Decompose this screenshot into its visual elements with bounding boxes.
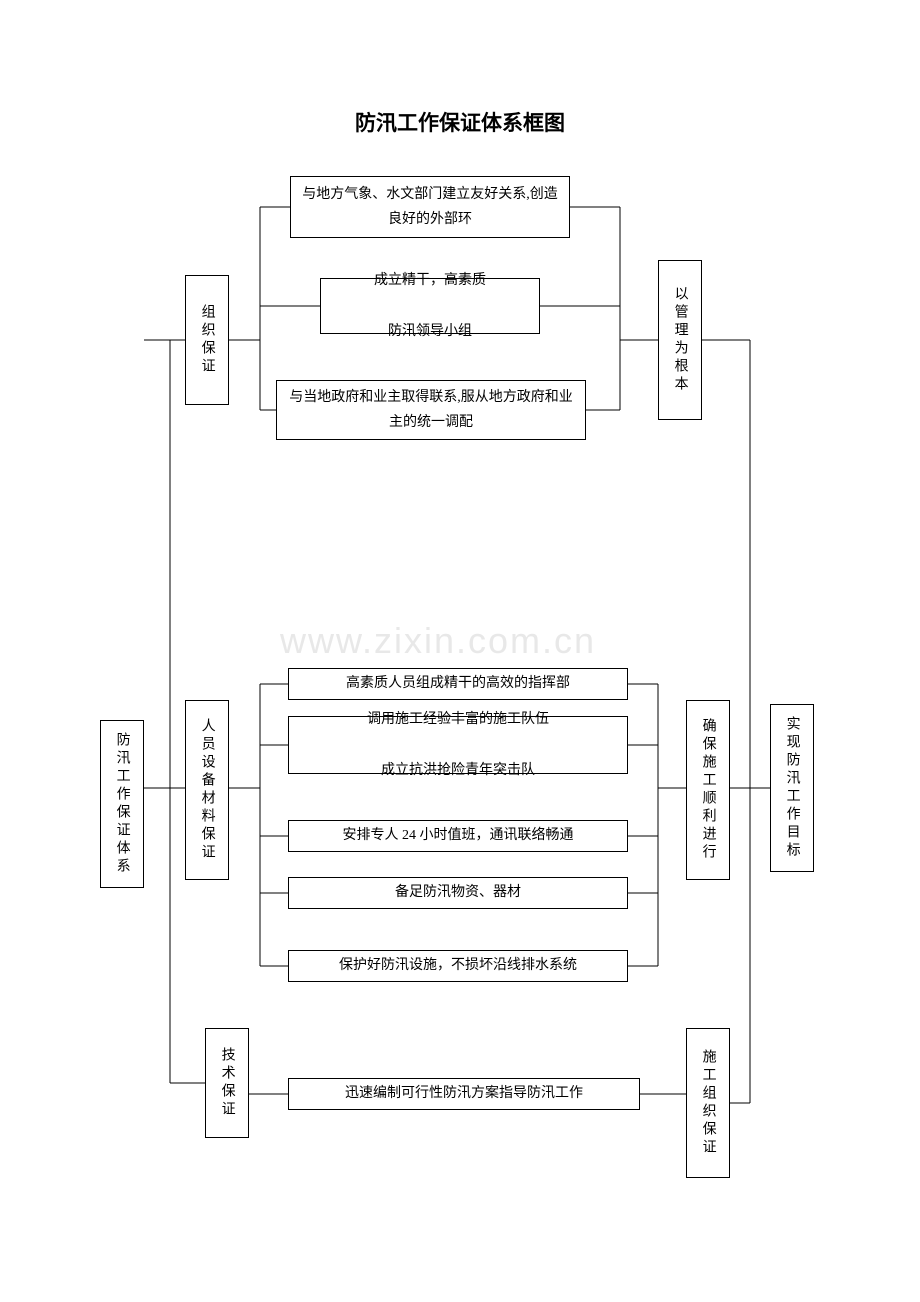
node-org_eff: 以管理为根本 [658, 260, 702, 420]
node-res_n4: 备足防汛物资、器材 [288, 877, 628, 909]
node-res_n3: 安排专人 24 小时值班，通讯联络畅通 [288, 820, 628, 852]
node-org_n2: 成立精干，高素质防汛领导小组 [320, 278, 540, 334]
node-res_n5: 保护好防汛设施，不损坏沿线排水系统 [288, 950, 628, 982]
node-org_n1: 与地方气象、水文部门建立友好关系,创造良好的外部环 [290, 176, 570, 238]
node-res_n2: 调用施工经验丰富的施工队伍成立抗洪抢险青年突击队 [288, 716, 628, 774]
node-res_n1: 高素质人员组成精干的高效的指挥部 [288, 668, 628, 700]
node-org_cat: 组织保证 [185, 275, 229, 405]
node-res_cat: 人员设备材料保证 [185, 700, 229, 880]
page-title: 防汛工作保证体系框图 [0, 107, 920, 137]
node-goal: 实现防汛工作目标 [770, 704, 814, 872]
node-tech_cat: 技术保证 [205, 1028, 249, 1138]
node-tech_n1: 迅速编制可行性防汛方案指导防汛工作 [288, 1078, 640, 1110]
watermark-text: www.zixin.com.cn [280, 620, 596, 662]
node-res_eff: 确保施工顺利进行 [686, 700, 730, 880]
node-tech_eff: 施工组织保证 [686, 1028, 730, 1178]
node-org_n3: 与当地政府和业主取得联系,服从地方政府和业主的统一调配 [276, 380, 586, 440]
node-root: 防汛工作保证体系 [100, 720, 144, 888]
